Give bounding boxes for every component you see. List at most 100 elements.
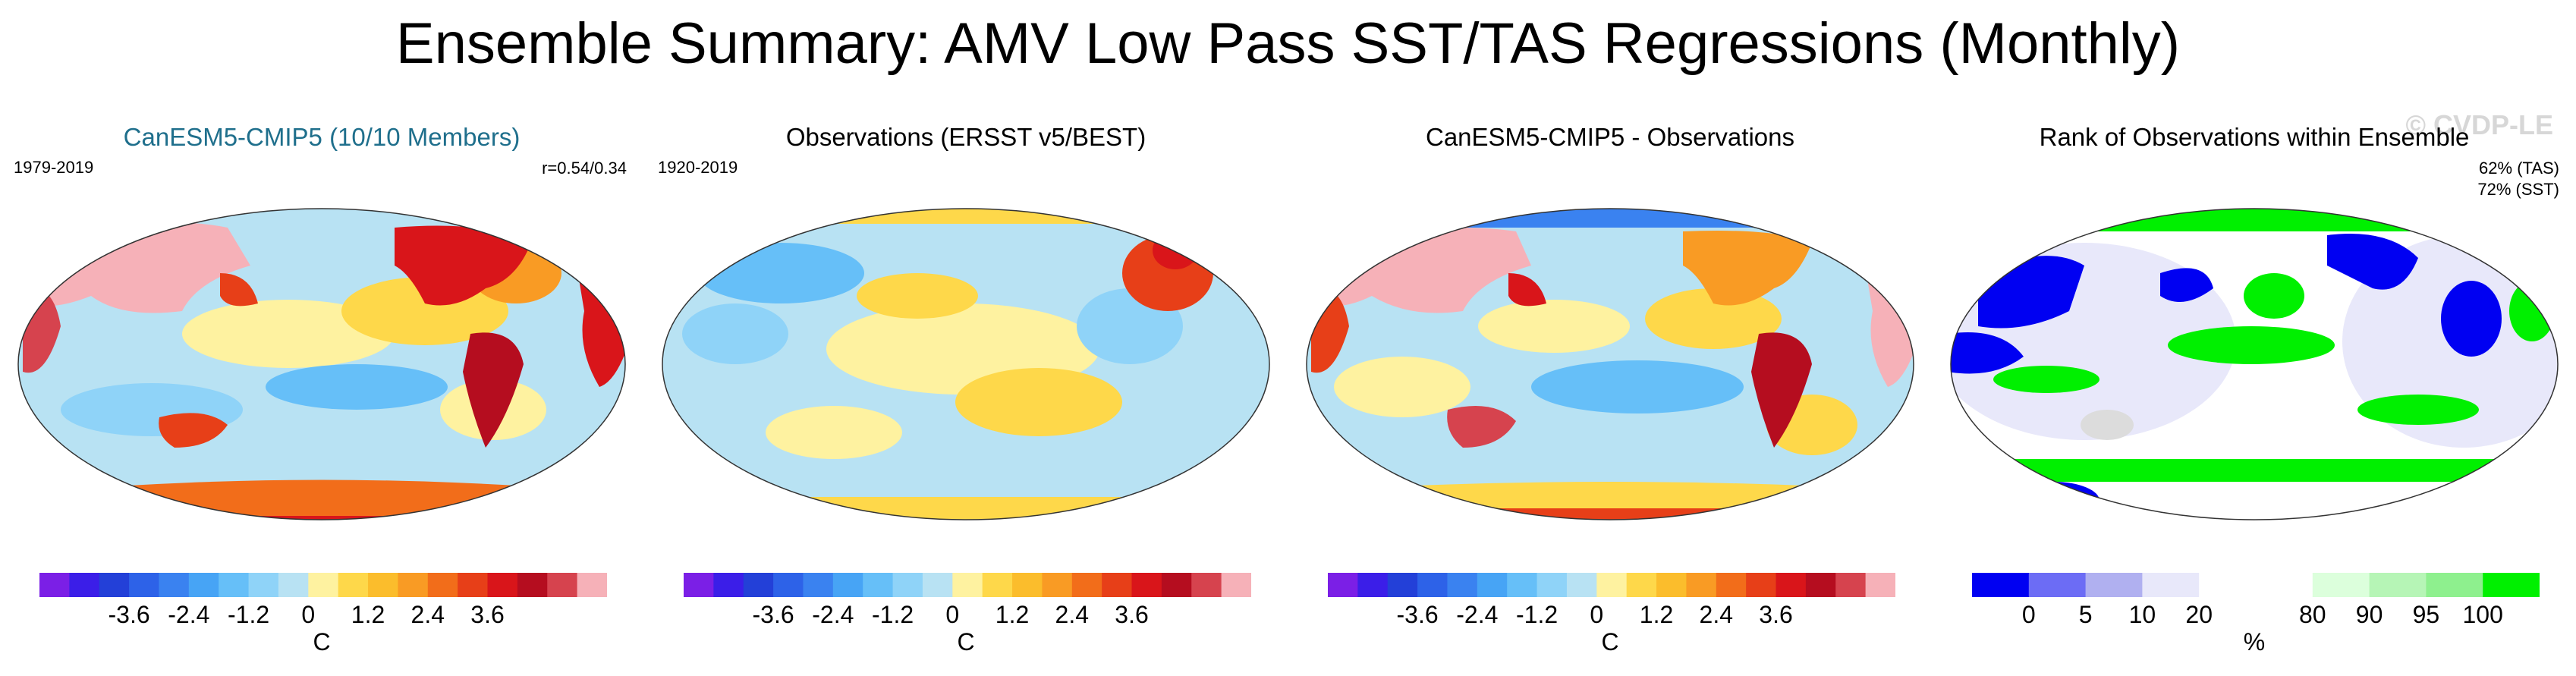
colorbar-cell <box>803 573 834 597</box>
colorbar-cell <box>1716 573 1747 597</box>
colorbar-tick-label: 95 <box>2412 601 2440 628</box>
colorbar-cell <box>952 573 983 597</box>
colorbar-cell <box>517 573 548 597</box>
colorbar-cell <box>129 573 159 597</box>
colorbar-tick-label: 0 <box>945 601 960 628</box>
colorbar-tick-label: -1.2 <box>1516 601 1558 628</box>
colorbar-cell <box>577 573 607 597</box>
colorbar-cell <box>1042 573 1073 597</box>
colorbar-cell <box>368 573 398 597</box>
colorbar-tick-label: 1.2 <box>995 601 1030 628</box>
colorbar-cell <box>1071 573 1102 597</box>
colorbar-cell <box>1161 573 1192 597</box>
regression-map <box>662 208 1270 520</box>
colorbar <box>1328 573 1895 597</box>
colorbar-cell <box>1131 573 1162 597</box>
colorbar-tick-label: 10 <box>2128 601 2156 628</box>
colorbar-cell <box>1626 573 1657 597</box>
colorbar-tick-label: 100 <box>2462 601 2503 628</box>
colorbar-cell <box>922 573 953 597</box>
colorbar-cell <box>713 573 744 597</box>
colorbar-unit: C <box>1601 628 1619 656</box>
colorbar-cell <box>1328 573 1358 597</box>
colorbar-cell <box>2199 573 2257 597</box>
colorbar-tick-label: 3.6 <box>1115 601 1149 628</box>
colorbar-cell <box>2369 573 2427 597</box>
colorbar-tick-label: 0 <box>301 601 316 628</box>
colorbar-tick-label: 3.6 <box>1759 601 1793 628</box>
colorbar-unit: % <box>2243 628 2266 656</box>
rank-percent-labels: 62% (TAS) 72% (SST) <box>2477 159 2559 199</box>
colorbar-cell <box>547 573 578 597</box>
colorbar-cell <box>398 573 429 597</box>
colorbar-cell <box>159 573 190 597</box>
colorbar-cell <box>1012 573 1043 597</box>
colorbar-cell <box>2426 573 2483 597</box>
colorbar-tick-label: -2.4 <box>812 601 854 628</box>
colorbar-tick-label: 1.2 <box>351 601 385 628</box>
colorbar <box>1972 573 2540 597</box>
colorbar-tick-label: 2.4 <box>1055 601 1090 628</box>
rank-map <box>1950 208 2559 520</box>
colorbar-tick-label: -1.2 <box>228 601 270 628</box>
colorbar-tick-label: -2.4 <box>168 601 210 628</box>
panel-model: CanESM5-CMIP5 (10/10 Members) 1979-2019 … <box>0 114 643 676</box>
colorbar-cell <box>892 573 923 597</box>
colorbar-tick-label: 90 <box>2355 601 2383 628</box>
panel-title: Rank of Observations within Ensemble <box>2039 123 2470 151</box>
colorbar-cell <box>1102 573 1133 597</box>
colorbar-cell <box>743 573 774 597</box>
colorbar-cell <box>427 573 458 597</box>
colorbar-tick-label: 1.2 <box>1639 601 1674 628</box>
panel-observations: Observations (ERSST v5/BEST) 1920-2019 C… <box>644 114 1288 676</box>
colorbar-cell <box>1746 573 1777 597</box>
colorbar-cell <box>773 573 804 597</box>
colorbar-tick-label: 80 <box>2299 601 2326 628</box>
colorbar-unit: C <box>957 628 975 656</box>
colorbar-cell <box>832 573 863 597</box>
colorbar-cell <box>99 573 130 597</box>
colorbar-tick-label: -2.4 <box>1456 601 1499 628</box>
colorbar-cell <box>39 573 70 597</box>
colorbar-tick-label: -3.6 <box>752 601 794 628</box>
colorbar-cell <box>1417 573 1448 597</box>
colorbar-cell <box>338 573 369 597</box>
colorbar-tick-label: -3.6 <box>108 601 150 628</box>
regression-map <box>17 208 626 520</box>
watermark: © CVDP-LE <box>2405 109 2553 140</box>
colorbar-cell <box>2028 573 2087 597</box>
colorbar-cell <box>863 573 894 597</box>
colorbar-cell <box>1221 573 1251 597</box>
colorbar-tick-label: 20 <box>2185 601 2213 628</box>
colorbar-tick-label: 2.4 <box>1699 601 1734 628</box>
figure-title: Ensemble Summary: AMV Low Pass SST/TAS R… <box>395 11 2181 76</box>
colorbar-tick-label: 0 <box>1590 601 1604 628</box>
colorbar-unit: C <box>313 628 331 656</box>
colorbar-cell <box>188 573 219 597</box>
colorbar-cell <box>487 573 518 597</box>
colorbar-cell <box>684 573 714 597</box>
colorbar-cell <box>308 573 339 597</box>
colorbar-cell <box>1865 573 1895 597</box>
colorbar-cell <box>2483 573 2540 597</box>
colorbar-cell <box>278 573 309 597</box>
colorbar-tick-label: 3.6 <box>470 601 505 628</box>
colorbar-cell <box>1972 573 2030 597</box>
colorbar-cell <box>1387 573 1418 597</box>
colorbar-cell <box>1776 573 1807 597</box>
colorbar-cell <box>1477 573 1508 597</box>
colorbar-cell <box>219 573 250 597</box>
colorbar-tick-label: -3.6 <box>1396 601 1439 628</box>
colorbar-cell <box>1536 573 1568 597</box>
colorbar-cell <box>1835 573 1867 597</box>
colorbar-cell <box>1805 573 1836 597</box>
panel-title: CanESM5-CMIP5 - Observations <box>1426 123 1794 151</box>
colorbar <box>39 573 607 597</box>
difference-map <box>1306 208 1914 520</box>
colorbar-cell <box>1507 573 1538 597</box>
colorbar-cell <box>458 573 489 597</box>
colorbar-cell <box>1686 573 1717 597</box>
colorbar-cell <box>2142 573 2200 597</box>
colorbar-cell <box>1566 573 1597 597</box>
colorbar-cell <box>1656 573 1687 597</box>
